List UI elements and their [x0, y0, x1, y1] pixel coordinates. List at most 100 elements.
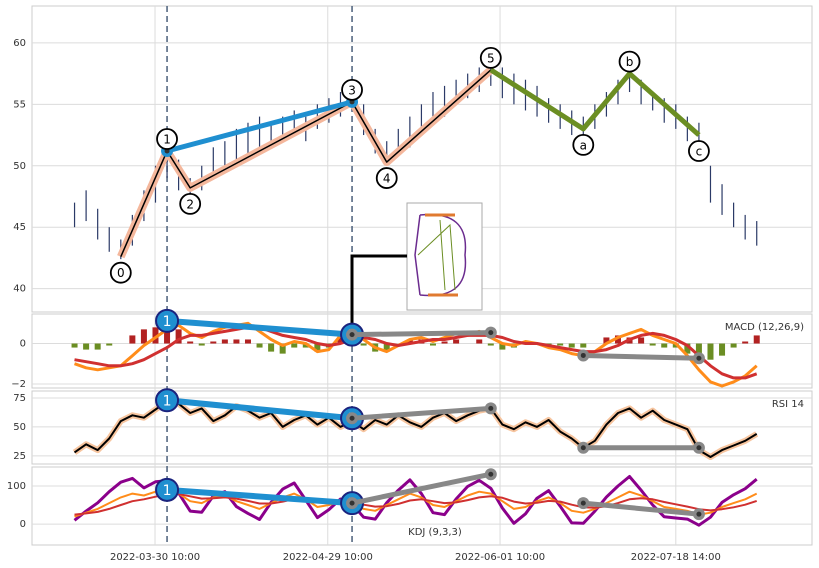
wave-label: 1 — [163, 133, 171, 147]
inset-drawing — [425, 213, 458, 297]
histogram-bar — [106, 343, 113, 346]
end-dot-core — [349, 332, 355, 338]
histogram-bar — [140, 329, 147, 344]
histogram-bar — [83, 343, 90, 350]
wave-label: c — [696, 145, 703, 159]
indicator-line — [74, 325, 758, 380]
end-dot-core — [580, 500, 586, 506]
y-tick-label: −2 — [11, 379, 26, 390]
histogram-bar — [152, 327, 159, 344]
histogram-bar — [499, 343, 506, 350]
histogram-bar — [603, 337, 610, 344]
trend-line — [164, 317, 356, 338]
end-dot-core — [696, 445, 702, 451]
inset-thumbnail — [406, 202, 483, 311]
histogram-bar — [302, 343, 309, 348]
histogram-bar — [244, 339, 251, 344]
wave-label: 2 — [186, 197, 194, 211]
histogram-bar — [742, 341, 749, 344]
label-marker — [155, 388, 180, 413]
indicator-line — [73, 475, 758, 527]
histogram-bar — [210, 341, 217, 344]
wave-marker — [572, 133, 595, 156]
y-tick-label: 0 — [20, 519, 26, 530]
x-tick-label: 2022-07-18 14:00 — [631, 552, 721, 563]
marker-label: 1 — [163, 483, 172, 499]
histogram-bar — [453, 339, 460, 344]
panel-frame — [31, 466, 813, 546]
histogram-bar — [279, 343, 286, 354]
y-tick-label: 45 — [13, 222, 26, 233]
wave-marker — [375, 167, 398, 189]
trend-line — [164, 486, 356, 507]
trend-line — [349, 405, 494, 421]
wave-marker — [618, 50, 641, 73]
end-dot-core — [696, 355, 702, 361]
histogram-bar — [719, 343, 726, 356]
y-tick-label: 40 — [13, 284, 26, 295]
trend-line — [164, 99, 355, 154]
wave-label: a — [580, 138, 587, 152]
histogram-bar — [129, 335, 136, 344]
end-dot-core — [580, 352, 586, 358]
histogram-bar — [175, 329, 182, 344]
y-tick-label: 50 — [13, 422, 26, 433]
y-tick-label: 0 — [20, 339, 26, 350]
histogram-bar — [695, 343, 702, 358]
panel-label: KDJ (9,3,3) — [408, 527, 462, 538]
wave-marker — [688, 140, 710, 162]
label-marker — [155, 477, 180, 502]
indicator-line — [73, 400, 758, 458]
x-tick-label: 2022-04-29 10:00 — [283, 552, 373, 563]
panel-label: MACD (12,26,9) — [725, 322, 804, 333]
histogram-bar — [164, 325, 171, 344]
histogram-bar — [233, 339, 240, 344]
histogram-bar — [256, 343, 263, 348]
impulse-wave — [120, 69, 492, 257]
wave-label: b — [626, 55, 634, 69]
end-dot-core — [349, 500, 355, 506]
label-marker — [155, 308, 180, 333]
y-tick-label: 60 — [13, 38, 26, 49]
wave-label: 4 — [383, 172, 391, 186]
histogram-bar — [94, 343, 101, 350]
histogram-bar — [568, 343, 575, 348]
indicator-line — [74, 488, 758, 518]
marker-label: 1 — [163, 393, 172, 409]
wave-marker — [179, 192, 202, 215]
wave-label: 0 — [117, 266, 125, 280]
histogram-bar — [661, 343, 668, 348]
histogram-bar — [638, 337, 645, 344]
y-tick-label: 100 — [7, 481, 26, 492]
histogram-bar — [684, 343, 691, 354]
panel-frame — [31, 390, 813, 465]
wave-marker — [156, 128, 178, 150]
wave-marker — [479, 47, 502, 69]
wave-label: 5 — [487, 51, 495, 65]
histogram-bar — [487, 343, 494, 346]
y-tick-label: 25 — [13, 451, 26, 462]
histogram-bar — [268, 343, 275, 352]
histogram-bar — [441, 341, 448, 344]
marker-label: 1 — [163, 314, 172, 330]
wave-marker — [109, 261, 132, 284]
end-dot-core — [349, 415, 355, 421]
panel-label: RSI 14 — [772, 399, 804, 410]
x-tick-label: 2022-03-30 10:00 — [110, 552, 200, 563]
wave-label: 3 — [348, 83, 356, 97]
end-dot-core — [696, 511, 702, 517]
trend-line — [580, 352, 702, 361]
end-dot-core — [488, 405, 494, 411]
histogram-bar — [429, 343, 436, 346]
histogram-bar — [614, 335, 621, 344]
end-dot-core — [580, 445, 586, 451]
histogram-bar — [730, 343, 737, 348]
histogram-bar — [580, 343, 587, 348]
histogram-bar — [476, 339, 483, 344]
indicator-line — [74, 321, 758, 388]
indicator-line — [74, 493, 758, 516]
inset-connector — [350, 254, 407, 334]
panel-frame — [31, 313, 813, 389]
